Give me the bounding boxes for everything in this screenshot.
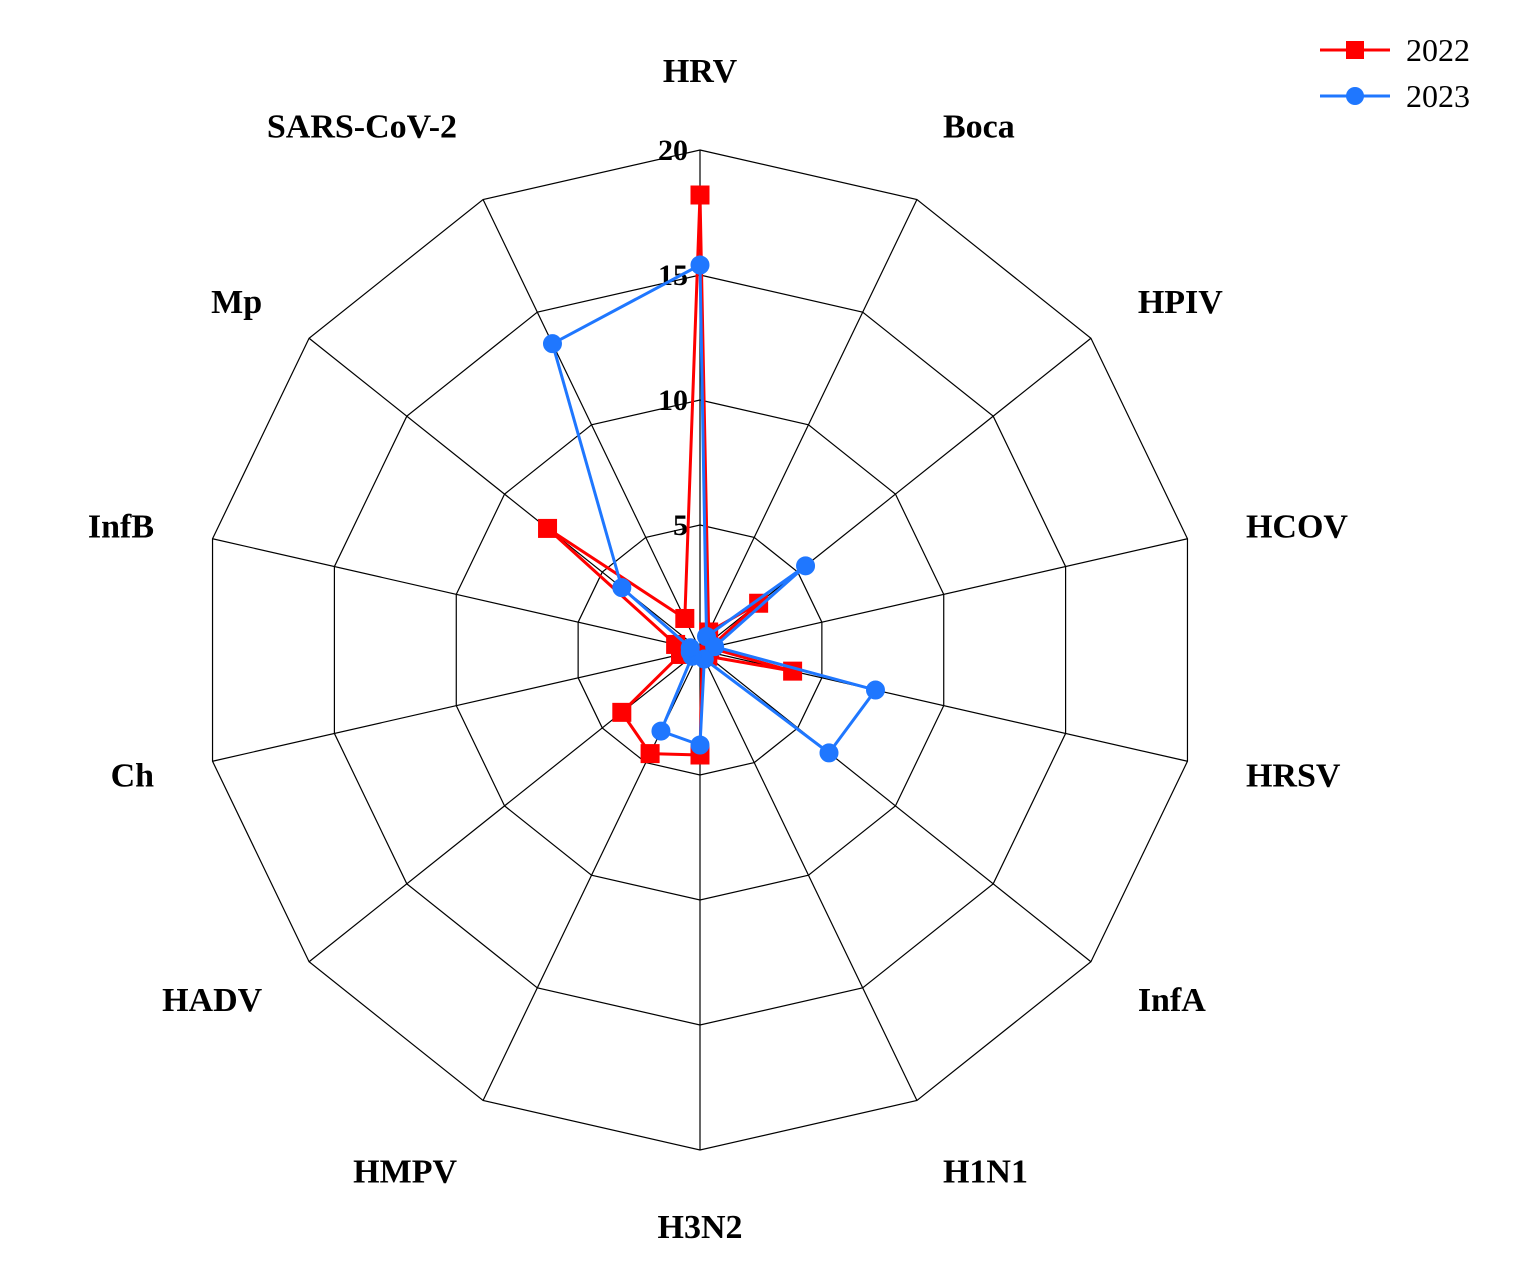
- axis-label: HPIV: [1138, 284, 1223, 321]
- axis-label: InfB: [88, 508, 154, 545]
- axis-label: InfA: [1138, 982, 1206, 1019]
- axis-label: SARS-CoV-2: [267, 108, 457, 145]
- series-marker: [613, 579, 631, 597]
- axis-label: Boca: [943, 108, 1015, 145]
- legend-label: 2022: [1406, 32, 1470, 68]
- legend-label: 2023: [1406, 78, 1470, 114]
- series-marker: [539, 519, 557, 537]
- axis-label: HRV: [663, 53, 738, 90]
- series-marker: [691, 736, 709, 754]
- rtick-label: 10: [658, 384, 688, 417]
- axis-label: Ch: [111, 758, 155, 795]
- series-marker: [797, 557, 815, 575]
- spoke: [700, 650, 917, 1100]
- spoke: [700, 200, 917, 650]
- rtick-label: 20: [658, 134, 688, 167]
- series-marker: [691, 256, 709, 274]
- spoke: [700, 650, 1091, 962]
- series-marker: [652, 722, 670, 740]
- series-marker: [641, 745, 659, 763]
- rtick-label: 15: [658, 259, 688, 292]
- axis-label: HRSV: [1246, 758, 1341, 795]
- series-marker: [543, 335, 561, 353]
- series-marker: [820, 744, 838, 762]
- series-marker: [613, 703, 631, 721]
- series-marker: [866, 681, 884, 699]
- series: [543, 256, 884, 762]
- axis-label: HMPV: [353, 1154, 457, 1191]
- radar-chart: 5 10 15 20 HRV Boca HPIV HCOV HRSV InfA H1N1 H3N2 HM…: [0, 0, 1524, 1262]
- legend-marker: [1346, 41, 1364, 59]
- axis-label: H1N1: [943, 1154, 1028, 1191]
- series-group: [539, 186, 885, 764]
- rtick-labels: 5 10 15 20: [658, 134, 688, 542]
- axis-label: Mp: [211, 284, 262, 321]
- legend-marker: [1346, 87, 1364, 105]
- series-marker: [676, 609, 694, 627]
- spoke: [309, 650, 700, 962]
- series-marker: [691, 186, 709, 204]
- series-marker: [681, 639, 699, 657]
- axis-label: H3N2: [658, 1209, 743, 1246]
- rtick-label: 5: [673, 509, 688, 542]
- axis-label: HADV: [162, 982, 263, 1019]
- legend: 2022 2023: [1320, 32, 1470, 114]
- axis-label: HCOV: [1246, 508, 1348, 545]
